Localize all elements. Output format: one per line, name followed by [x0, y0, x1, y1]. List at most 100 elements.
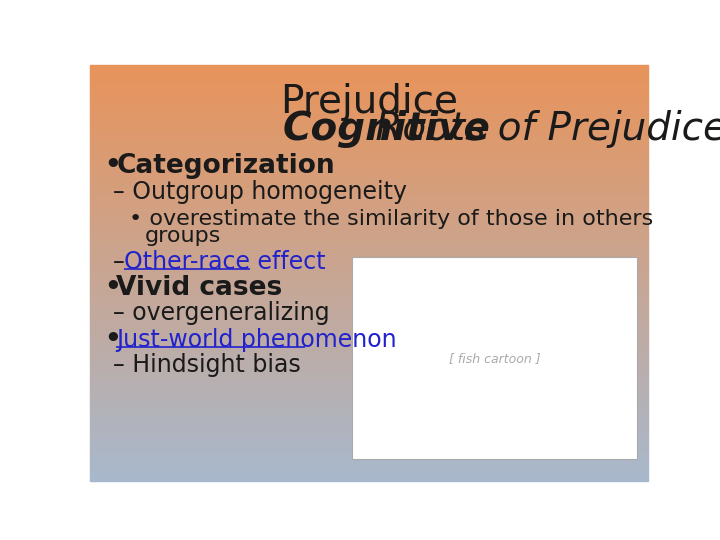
Bar — [90, 255, 648, 256]
Bar — [90, 241, 648, 242]
Bar — [90, 357, 648, 359]
Bar — [90, 233, 648, 234]
Bar — [90, 479, 648, 481]
Bar — [90, 173, 648, 174]
Bar — [90, 378, 648, 380]
Bar — [90, 366, 648, 367]
Bar — [90, 314, 648, 316]
Bar — [90, 392, 648, 393]
Bar — [90, 133, 648, 134]
Bar — [90, 219, 648, 220]
Bar — [90, 451, 648, 453]
Bar — [90, 463, 648, 464]
Bar — [90, 298, 648, 299]
Bar — [90, 476, 648, 478]
Bar — [90, 165, 648, 166]
Bar — [90, 414, 648, 415]
Bar — [90, 356, 648, 357]
Bar — [90, 449, 648, 450]
Bar — [90, 348, 648, 349]
Bar — [90, 367, 648, 368]
Text: – Outgroup homogeneity: – Outgroup homogeneity — [113, 180, 408, 204]
Bar — [90, 326, 648, 327]
Bar — [90, 69, 648, 70]
Bar — [90, 453, 648, 454]
Bar — [90, 246, 648, 248]
Bar — [90, 98, 648, 99]
Bar — [90, 156, 648, 158]
Bar — [90, 194, 648, 195]
Bar — [90, 140, 648, 141]
Bar — [90, 446, 648, 447]
Bar — [90, 192, 648, 194]
Bar — [90, 134, 648, 136]
Bar — [90, 207, 648, 209]
Bar — [90, 151, 648, 152]
Bar — [90, 450, 648, 451]
Bar — [90, 238, 648, 239]
Bar — [90, 478, 648, 479]
Bar — [90, 385, 648, 386]
Bar — [90, 396, 648, 397]
Bar — [90, 162, 648, 163]
Bar — [90, 386, 648, 388]
Bar — [90, 209, 648, 211]
Bar — [90, 464, 648, 465]
Bar — [90, 118, 648, 119]
Bar — [90, 85, 648, 87]
Bar — [90, 295, 648, 296]
Bar — [90, 210, 648, 212]
Bar — [90, 201, 648, 202]
Bar — [90, 91, 648, 92]
Text: Roots of Prejudice: Roots of Prejudice — [363, 111, 720, 148]
Bar — [90, 317, 648, 319]
Bar — [90, 141, 648, 143]
Bar — [90, 429, 648, 431]
Bar — [90, 454, 648, 456]
Bar — [90, 281, 648, 282]
Bar — [90, 239, 648, 241]
Text: •: • — [104, 327, 121, 354]
Bar — [90, 370, 648, 371]
Bar — [90, 158, 648, 159]
Bar — [90, 343, 648, 345]
Bar — [90, 292, 648, 294]
Bar — [90, 435, 648, 436]
Bar — [90, 266, 648, 267]
Bar — [90, 130, 648, 131]
Bar — [90, 431, 648, 432]
Bar — [90, 170, 648, 172]
Bar — [90, 334, 648, 335]
Bar — [90, 305, 648, 306]
Bar — [90, 444, 648, 446]
Bar — [90, 113, 648, 114]
Bar — [90, 434, 648, 435]
Bar — [90, 76, 648, 77]
Bar — [90, 116, 648, 118]
Bar — [90, 79, 648, 80]
Bar — [90, 382, 648, 383]
Bar — [90, 167, 648, 168]
Bar — [90, 353, 648, 354]
Bar — [90, 223, 648, 224]
Bar — [90, 415, 648, 417]
Bar — [90, 160, 648, 162]
Bar — [90, 278, 648, 280]
Bar — [90, 332, 648, 334]
Bar — [90, 458, 648, 460]
Bar — [90, 410, 648, 411]
Bar — [90, 119, 648, 120]
Bar — [90, 230, 648, 231]
Bar — [90, 249, 648, 251]
Bar — [90, 345, 648, 346]
Bar — [90, 90, 648, 91]
Bar — [90, 427, 648, 428]
Bar — [90, 432, 648, 434]
Bar — [90, 329, 648, 331]
Bar — [90, 407, 648, 409]
Bar — [90, 428, 648, 429]
Bar — [90, 114, 648, 116]
Bar — [90, 395, 648, 396]
Bar — [90, 397, 648, 399]
Bar — [90, 214, 648, 216]
